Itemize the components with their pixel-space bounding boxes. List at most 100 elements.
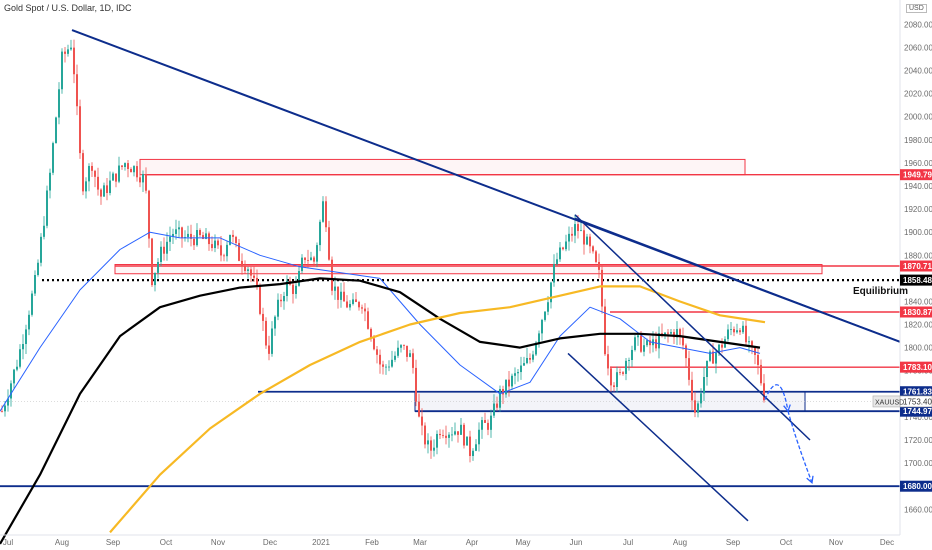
candle-body xyxy=(574,224,576,236)
candle-body xyxy=(121,165,123,167)
candle-body xyxy=(322,201,324,222)
candle xyxy=(46,185,48,229)
y-tick-label: 1920.00 xyxy=(904,205,932,214)
candle xyxy=(31,290,33,317)
candle-body xyxy=(631,349,633,360)
candle xyxy=(481,416,483,439)
candle xyxy=(418,393,420,418)
candle-body xyxy=(208,233,210,245)
price-tag-label: 1761.83 xyxy=(903,388,932,397)
candle xyxy=(22,334,24,360)
candle xyxy=(568,226,570,251)
candle xyxy=(694,391,696,418)
candle xyxy=(394,351,396,363)
candle xyxy=(328,220,330,261)
candle xyxy=(718,343,720,357)
candle xyxy=(706,360,708,386)
candle-body xyxy=(493,403,495,416)
candle xyxy=(424,422,426,449)
candle xyxy=(541,318,543,341)
candle xyxy=(295,276,297,299)
candle xyxy=(244,260,246,274)
candle-body xyxy=(358,301,360,308)
y-tick-label: 1720.00 xyxy=(904,436,932,445)
price-tag-label: 1744.97 xyxy=(903,407,932,416)
candle xyxy=(349,300,351,311)
candle xyxy=(115,173,117,188)
candle-body xyxy=(619,372,621,373)
price-tag xyxy=(900,361,932,373)
candle xyxy=(427,433,429,454)
candle xyxy=(589,233,591,254)
candle-body xyxy=(223,255,225,257)
x-tick-label: Feb xyxy=(365,538,379,547)
candle xyxy=(763,374,765,403)
candle-body xyxy=(538,333,540,343)
candle xyxy=(442,429,444,439)
candle xyxy=(622,371,624,376)
candle-body xyxy=(235,236,237,244)
candle-body xyxy=(202,235,204,239)
candle-body xyxy=(403,345,405,346)
candle-body xyxy=(55,117,57,144)
candle-body xyxy=(379,354,381,365)
symbol-tag xyxy=(872,395,901,408)
candle xyxy=(754,346,756,365)
candle xyxy=(250,266,252,283)
candle-body xyxy=(754,346,756,355)
candle-body xyxy=(25,329,27,345)
candle xyxy=(562,246,564,251)
candle xyxy=(289,276,291,286)
candle xyxy=(727,324,729,342)
zones xyxy=(114,158,823,412)
x-tick-label: Oct xyxy=(160,538,173,547)
candle xyxy=(85,177,87,199)
candle xyxy=(340,282,342,308)
moving-averages xyxy=(0,231,766,545)
candle xyxy=(475,439,477,452)
candle-body xyxy=(361,307,363,309)
candle-body xyxy=(10,383,12,399)
candle-body xyxy=(649,340,651,346)
candle-body xyxy=(199,230,201,236)
candle-body xyxy=(424,425,426,445)
candle-body xyxy=(715,352,717,364)
candle-body xyxy=(124,163,126,167)
candle-body xyxy=(565,241,567,250)
candle-body xyxy=(667,332,669,334)
candle-body xyxy=(706,360,708,377)
candle-body xyxy=(727,329,729,340)
candle xyxy=(670,329,672,336)
candle-body xyxy=(589,236,591,247)
candle xyxy=(94,169,96,188)
candle-body xyxy=(163,246,165,254)
candle-body xyxy=(100,189,102,197)
candle-body xyxy=(151,238,153,286)
candle-body xyxy=(310,257,312,261)
candle xyxy=(526,347,528,365)
candle-body xyxy=(679,329,681,336)
candle-body xyxy=(127,163,129,169)
candle-body xyxy=(316,245,318,262)
candle xyxy=(37,259,39,277)
candle-body xyxy=(556,259,558,265)
candle-body xyxy=(601,269,603,307)
candle-body xyxy=(640,335,642,352)
candle-body xyxy=(604,306,606,355)
candle-body xyxy=(376,349,378,355)
candle-body xyxy=(388,366,390,368)
candle-body xyxy=(40,236,42,263)
x-tick-label: Jul xyxy=(623,538,633,547)
candle xyxy=(274,315,276,336)
candle-body xyxy=(616,372,618,387)
candle-body xyxy=(394,355,396,360)
candle-body xyxy=(154,272,156,286)
candle xyxy=(58,82,60,125)
candle xyxy=(301,254,303,274)
y-tick-label: 1980.00 xyxy=(904,136,932,145)
candle-body xyxy=(427,440,429,445)
x-tick-label: Apr xyxy=(466,538,479,547)
candle-body xyxy=(412,353,414,368)
candle xyxy=(400,344,402,353)
